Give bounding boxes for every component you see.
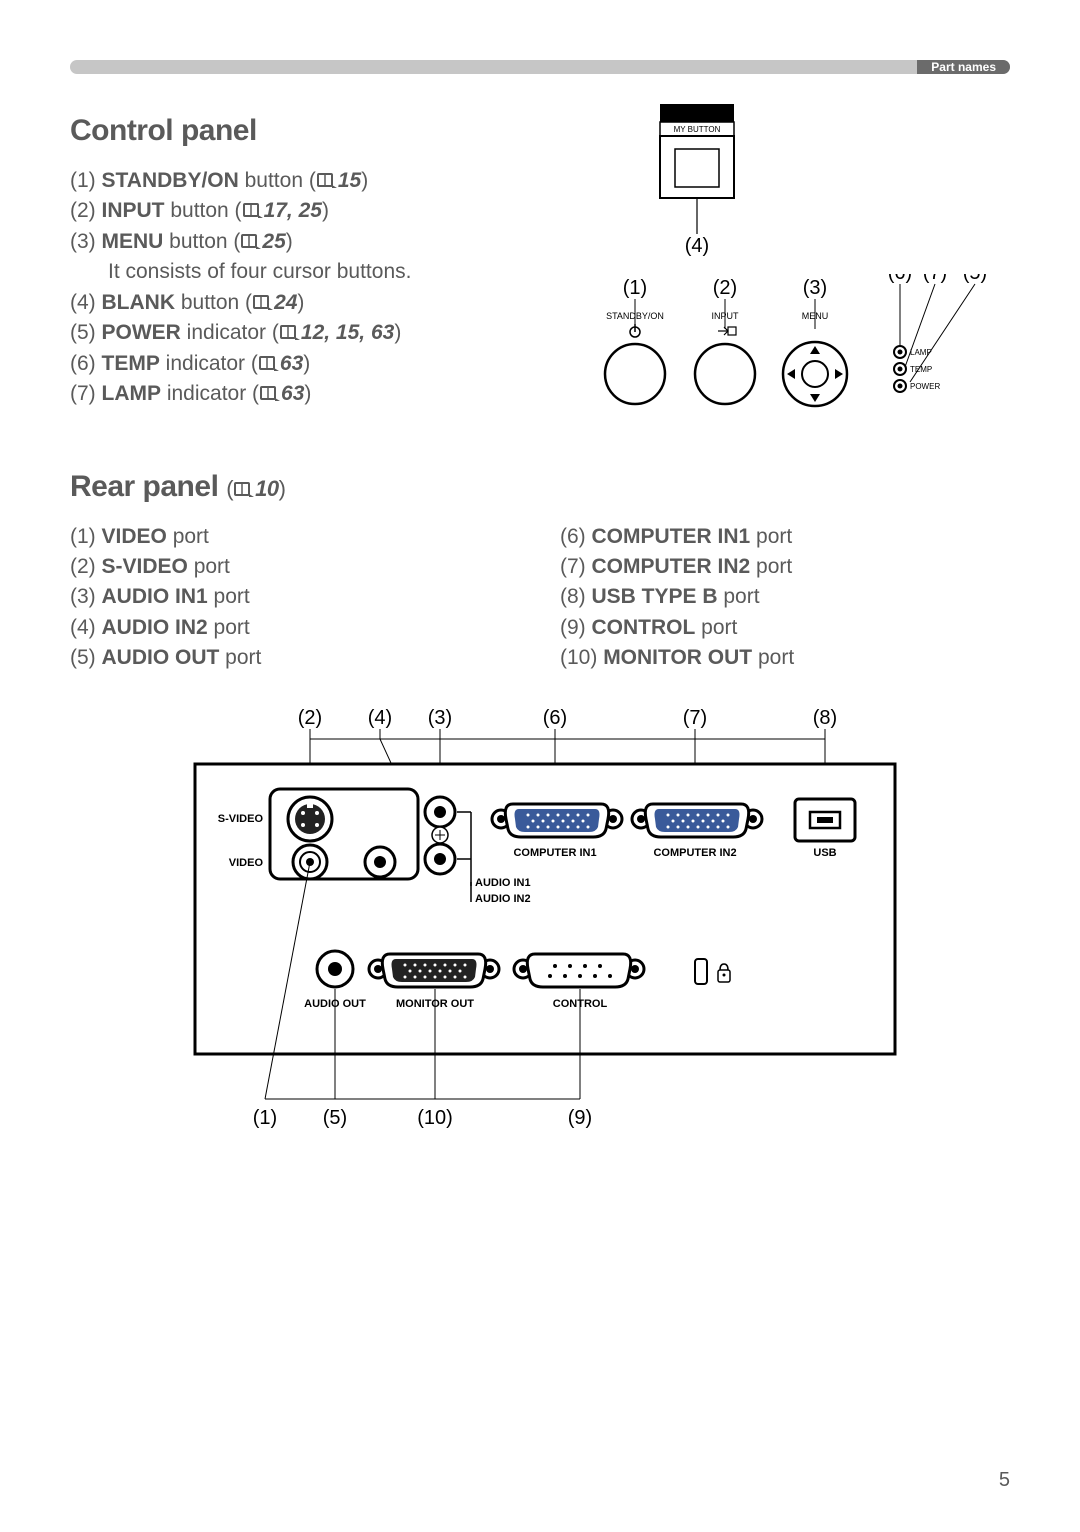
svg-text:USB: USB (813, 847, 836, 859)
svg-text:S-VIDEO: S-VIDEO (218, 813, 264, 825)
svg-text:(7): (7) (923, 274, 947, 284)
list-item: (5) AUDIO OUT port (70, 643, 520, 673)
svg-text:(8): (8) (813, 707, 837, 729)
list-item: (3) MENU button (25) (70, 227, 550, 257)
rear-panel-right-list: (6) COMPUTER IN1 port(7) COMPUTER IN2 po… (560, 522, 1010, 674)
svg-text:(3): (3) (428, 707, 452, 729)
svg-text:(6): (6) (543, 707, 567, 729)
rear-panel-left-list: (1) VIDEO port(2) S-VIDEO port(3) AUDIO … (70, 522, 520, 674)
svg-text:POWER: POWER (910, 382, 940, 391)
list-item: (10) MONITOR OUT port (560, 643, 1010, 673)
list-item: (2) INPUT button (17, 25) (70, 196, 550, 226)
list-item: (7) LAMP indicator (63) (70, 379, 550, 409)
rear-panel-title: Rear panel (10) (70, 470, 1010, 504)
svg-text:(5): (5) (323, 1107, 347, 1129)
rear-panel-diagram: (2) (4) (3) (6) (7) (8) (155, 704, 925, 1149)
control-panel-title: Control panel (70, 114, 550, 148)
list-item: (2) S-VIDEO port (70, 552, 520, 582)
svg-text:(6): (6) (888, 274, 912, 284)
svg-text:LAMP: LAMP (910, 348, 932, 357)
svg-text:COMPUTER IN1: COMPUTER IN1 (513, 847, 596, 859)
svg-text:(2): (2) (298, 707, 322, 729)
svg-text:(4): (4) (368, 707, 392, 729)
svg-text:MY BUTTON: MY BUTTON (674, 125, 721, 134)
svg-text:(3): (3) (803, 277, 827, 299)
svg-text:INPUT: INPUT (712, 311, 740, 321)
svg-text:(10): (10) (417, 1107, 453, 1129)
svg-text:VIDEO: VIDEO (229, 857, 264, 869)
header-bar: Part names (70, 60, 1010, 74)
list-item: (5) POWER indicator (12, 15, 63) (70, 318, 550, 348)
list-item: (6) COMPUTER IN1 port (560, 522, 1010, 552)
list-item: (4) AUDIO IN2 port (70, 613, 520, 643)
list-item: (4) BLANK button (24) (70, 288, 550, 318)
svg-text:MENU: MENU (802, 311, 829, 321)
svg-text:(9): (9) (568, 1107, 592, 1129)
list-item: (6) TEMP indicator (63) (70, 349, 550, 379)
svg-text:(7): (7) (683, 707, 707, 729)
list-item: (7) COMPUTER IN2 port (560, 552, 1010, 582)
list-item: (8) USB TYPE B port (560, 582, 1010, 612)
svg-text:(1): (1) (623, 277, 647, 299)
svg-text:TEMP: TEMP (910, 365, 932, 374)
blank-button-diagram: BLANK MY BUTTON (4) (630, 104, 770, 269)
svg-text:(4): (4) (685, 235, 709, 257)
svg-text:BLANK: BLANK (676, 106, 718, 120)
svg-text:COMPUTER IN2: COMPUTER IN2 (653, 847, 736, 859)
svg-text:(2): (2) (713, 277, 737, 299)
svg-text:(5): (5) (963, 274, 987, 284)
page-number: 5 (999, 1469, 1010, 1492)
list-item: (3) AUDIO IN1 port (70, 582, 520, 612)
list-item: (9) CONTROL port (560, 613, 1010, 643)
header-tab: Part names (917, 60, 1010, 74)
control-panel-list: (1) STANDBY/ON button (15)(2) INPUT butt… (70, 166, 550, 410)
svg-text:STANDBY/ON: STANDBY/ON (606, 311, 664, 321)
svg-text:AUDIO IN2: AUDIO IN2 (475, 893, 531, 905)
list-item: (1) STANDBY/ON button (15) (70, 166, 550, 196)
svg-text:(1): (1) (253, 1107, 277, 1129)
list-item: It consists of four cursor buttons. (108, 257, 550, 287)
svg-text:AUDIO IN1: AUDIO IN1 (475, 877, 531, 889)
list-item: (1) VIDEO port (70, 522, 520, 552)
control-panel-diagram: (1) (2) (3) (6) (7) (5) STANDBY/ON INPUT (580, 274, 1010, 449)
